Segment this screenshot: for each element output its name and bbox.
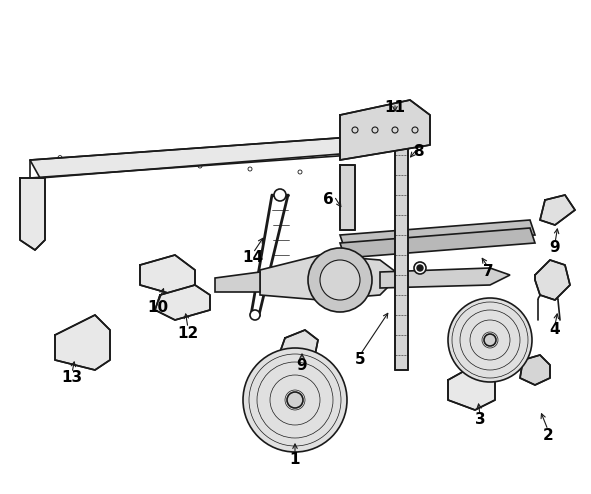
Text: 5: 5 — [355, 353, 365, 368]
Polygon shape — [30, 135, 390, 178]
Polygon shape — [155, 285, 210, 320]
Polygon shape — [140, 255, 195, 295]
Polygon shape — [340, 228, 535, 258]
Text: 3: 3 — [475, 412, 485, 427]
Polygon shape — [340, 220, 535, 250]
Circle shape — [274, 189, 286, 201]
Polygon shape — [395, 125, 408, 370]
Polygon shape — [340, 100, 430, 160]
Polygon shape — [448, 365, 495, 410]
Polygon shape — [20, 178, 45, 250]
Circle shape — [243, 348, 347, 452]
Text: 1: 1 — [290, 453, 300, 467]
Polygon shape — [535, 260, 570, 300]
Polygon shape — [215, 272, 260, 292]
Text: 2: 2 — [543, 427, 553, 443]
Circle shape — [287, 392, 303, 408]
Circle shape — [414, 262, 426, 274]
Text: 11: 11 — [385, 100, 405, 116]
Text: 13: 13 — [61, 370, 83, 385]
Polygon shape — [280, 330, 318, 360]
Text: 8: 8 — [413, 145, 423, 160]
Circle shape — [484, 334, 496, 346]
Text: 10: 10 — [147, 300, 168, 316]
Polygon shape — [260, 255, 400, 300]
Text: 7: 7 — [483, 264, 493, 280]
Text: 12: 12 — [177, 326, 199, 340]
Text: 9: 9 — [297, 358, 307, 372]
Circle shape — [448, 298, 532, 382]
Polygon shape — [520, 355, 550, 385]
Polygon shape — [55, 315, 110, 370]
Circle shape — [308, 248, 372, 312]
Circle shape — [320, 260, 360, 300]
Text: 6: 6 — [323, 193, 333, 207]
Text: 9: 9 — [550, 241, 560, 255]
Polygon shape — [340, 165, 355, 230]
Circle shape — [417, 265, 423, 271]
Polygon shape — [540, 195, 575, 225]
Circle shape — [250, 310, 260, 320]
Text: 14: 14 — [242, 250, 264, 265]
Text: 4: 4 — [550, 323, 560, 337]
Polygon shape — [380, 268, 510, 288]
